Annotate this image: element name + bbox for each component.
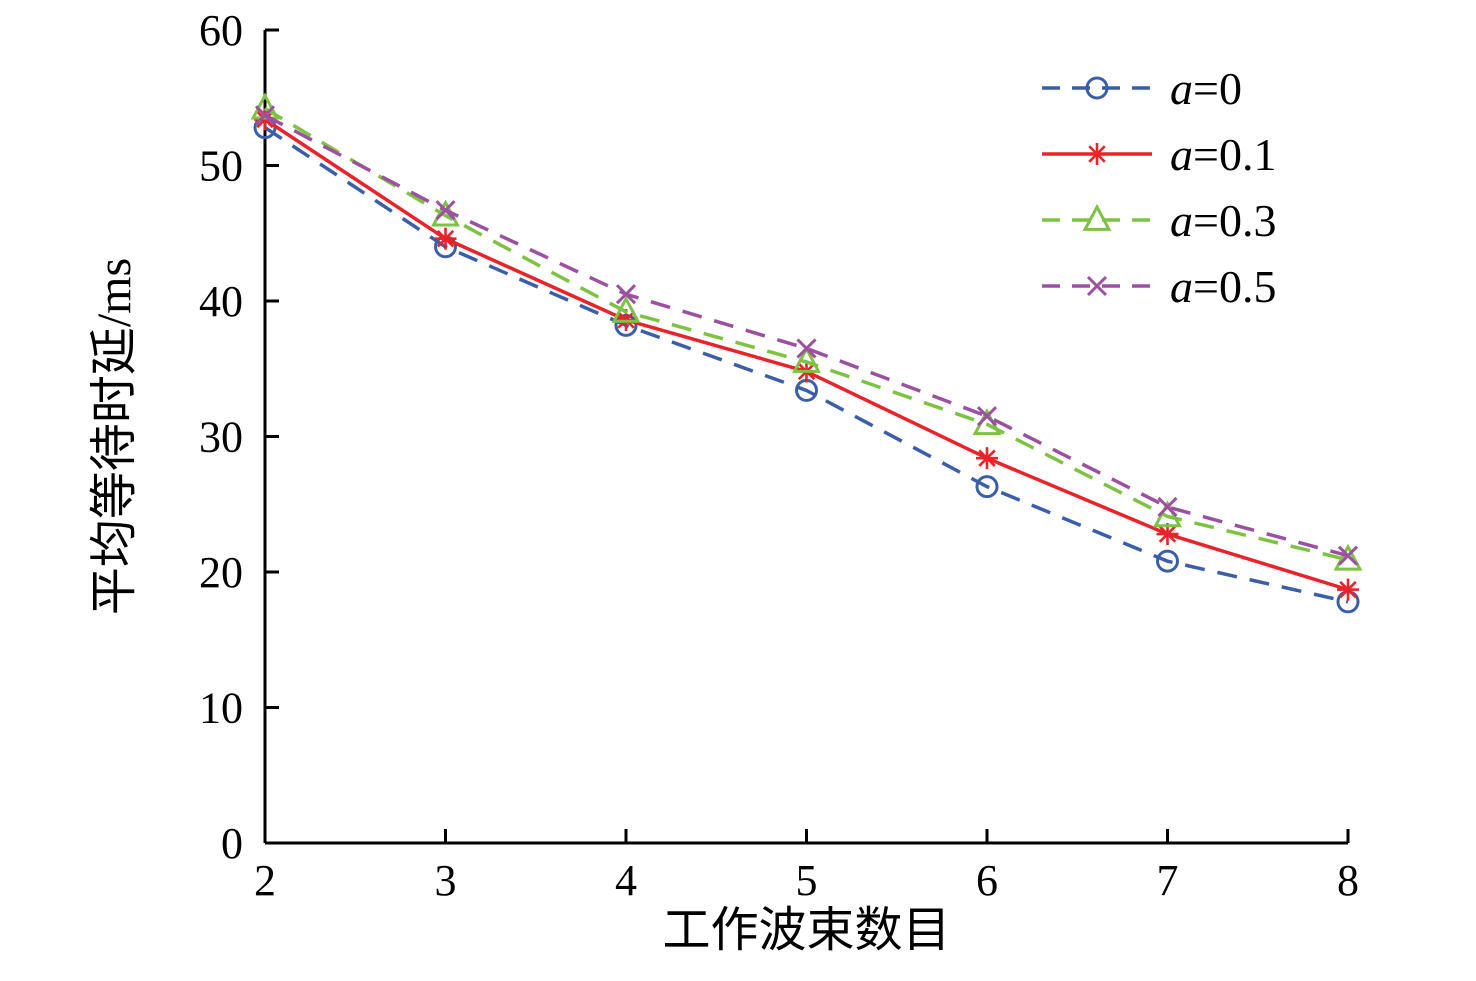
series-line (264, 117, 1349, 592)
axes: 0 10 20 30 40 50 60 2 3 4 5 6 7 8 (199, 6, 1359, 905)
y-tick-label: 0 (221, 819, 243, 868)
legend-item-a=0.1: a=0.1 (1042, 129, 1276, 180)
legend-label: a=0.5 (1170, 261, 1276, 312)
x-tick-label: 3 (435, 856, 457, 905)
x-marker (976, 406, 998, 427)
triangle-marker (1333, 543, 1363, 571)
x-tick-label: 5 (796, 856, 818, 905)
triangle-marker (250, 92, 280, 120)
x-marker (254, 105, 276, 126)
y-tick-label: 50 (199, 142, 243, 191)
x-tick-label: 6 (976, 856, 998, 905)
x-marker (796, 338, 817, 359)
legend: a=0 a=0.1 a=0.3 a=0.5 (1042, 63, 1276, 312)
asterisk-marker (1337, 578, 1359, 601)
legend-label: a=0.1 (1170, 129, 1276, 180)
y-tick-label: 20 (199, 548, 243, 597)
y-tick-label: 40 (199, 277, 243, 326)
x-axis-title: 工作波束数目 (662, 904, 950, 957)
legend-item-a=0: a=0 (1042, 63, 1242, 114)
legend-label: a=0 (1170, 63, 1242, 114)
triangle-marker (1082, 203, 1112, 231)
x-marker (1157, 496, 1178, 518)
y-axis-title: 平均等待时延/ms (88, 258, 141, 615)
asterisk-marker (434, 227, 457, 250)
circle-marker (1156, 549, 1179, 573)
circle-marker (975, 475, 999, 499)
x-tick-label: 4 (615, 856, 637, 905)
x-marker (1337, 545, 1359, 566)
asterisk-marker (976, 447, 998, 470)
series-a=0.5 (254, 105, 1359, 566)
triangle-marker (792, 345, 821, 373)
x-marker (615, 284, 637, 305)
series-a=0.1 (254, 108, 1359, 601)
x-marker (1086, 275, 1108, 297)
legend-label: a=0.3 (1170, 195, 1276, 246)
legend-item-a=0.5: a=0.5 (1042, 261, 1276, 312)
series-line (264, 107, 1349, 562)
x-marker (435, 200, 456, 221)
x-tick-label: 2 (254, 856, 276, 905)
x-tick-label: 7 (1157, 856, 1179, 905)
y-tick-label: 60 (199, 6, 243, 55)
x-tick-label: 8 (1337, 856, 1359, 905)
asterisk-marker (1086, 143, 1108, 165)
y-tick-label: 30 (199, 413, 243, 462)
triangle-marker (611, 295, 641, 323)
y-tick-label: 10 (199, 684, 243, 733)
circle-marker (1085, 76, 1109, 100)
legend-item-a=0.3: a=0.3 (1042, 195, 1276, 246)
series-line (264, 113, 1349, 558)
